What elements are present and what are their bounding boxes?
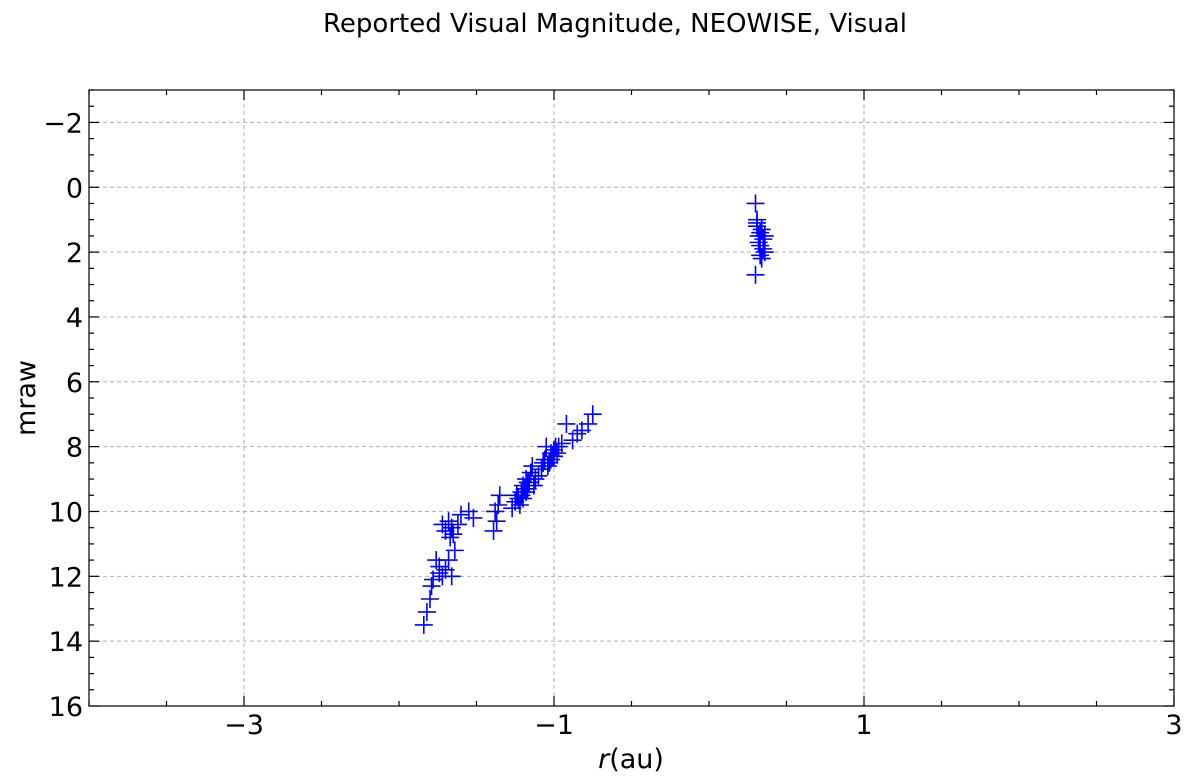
data-point bbox=[509, 489, 528, 508]
data-point bbox=[486, 502, 505, 521]
axis-ticks bbox=[88, 89, 1175, 707]
y-axis-label: mraw bbox=[11, 360, 42, 436]
plot-frame bbox=[88, 89, 1175, 707]
data-point bbox=[751, 223, 770, 242]
data-point bbox=[546, 437, 565, 456]
x-axis-label: r(au) bbox=[598, 744, 664, 775]
x-axis-label-var: r bbox=[598, 744, 611, 775]
data-point bbox=[572, 421, 591, 440]
data-point bbox=[746, 265, 765, 284]
data-point bbox=[441, 528, 460, 547]
data-point bbox=[529, 466, 548, 485]
data-point bbox=[414, 615, 433, 634]
data-point bbox=[752, 249, 771, 268]
data-point bbox=[746, 194, 765, 213]
x-tick-labels: −3 −1 1 3 bbox=[224, 710, 1183, 741]
data-point bbox=[557, 414, 576, 433]
data-point bbox=[430, 564, 449, 583]
x-tick-label: 1 bbox=[855, 710, 872, 741]
y-tick-label: 2 bbox=[66, 238, 83, 269]
data-point bbox=[452, 505, 470, 524]
data-point bbox=[484, 521, 503, 540]
data-point bbox=[503, 499, 522, 518]
y-tick-label: 8 bbox=[66, 433, 83, 464]
data-point bbox=[445, 541, 464, 560]
data-point bbox=[433, 515, 452, 534]
data-point bbox=[487, 512, 506, 531]
y-tick-label: 14 bbox=[49, 627, 83, 658]
data-point bbox=[421, 590, 439, 609]
data-point bbox=[507, 486, 526, 505]
y-tick-label: 6 bbox=[66, 368, 83, 399]
data-point bbox=[427, 551, 446, 570]
data-point bbox=[748, 213, 767, 232]
data-point bbox=[442, 567, 461, 586]
y-tick-labels: −2 0 2 4 6 8 10 12 14 16 bbox=[43, 108, 83, 723]
data-points bbox=[414, 194, 774, 634]
x-tick-label: −1 bbox=[534, 710, 574, 741]
y-tick-label: 12 bbox=[49, 562, 83, 593]
data-point bbox=[464, 508, 483, 527]
data-point bbox=[417, 602, 436, 621]
y-tick-label: −2 bbox=[43, 108, 83, 139]
data-point bbox=[514, 476, 532, 495]
x-axis-label-unit: (au) bbox=[609, 744, 664, 775]
y-tick-label: 16 bbox=[49, 692, 83, 723]
x-tick-label: −3 bbox=[224, 710, 264, 741]
data-point bbox=[490, 486, 509, 505]
chart-title: Reported Visual Magnitude, NEOWISE, Visu… bbox=[323, 9, 907, 39]
grid-lines bbox=[89, 90, 1175, 706]
data-point bbox=[545, 447, 563, 466]
data-point bbox=[751, 246, 770, 265]
y-tick-label: 4 bbox=[66, 303, 83, 334]
data-point bbox=[583, 405, 602, 424]
y-tick-label: 0 bbox=[66, 173, 83, 204]
data-point bbox=[749, 233, 768, 252]
data-point bbox=[523, 457, 542, 476]
y-tick-label: 10 bbox=[49, 497, 83, 528]
data-point bbox=[422, 577, 441, 596]
data-point bbox=[518, 473, 537, 492]
x-tick-label: 3 bbox=[1165, 710, 1182, 741]
data-point bbox=[563, 431, 582, 450]
